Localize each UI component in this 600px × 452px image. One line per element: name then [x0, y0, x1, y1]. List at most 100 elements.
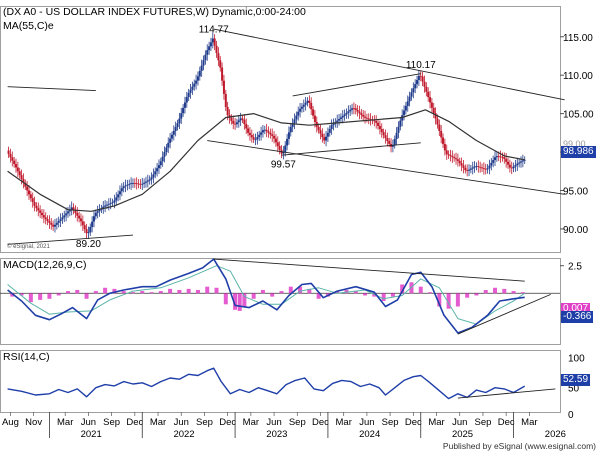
macd-trend-line: [213, 258, 525, 282]
price-candle-body: [113, 200, 116, 203]
macd-histogram-bar: [511, 291, 516, 294]
price-candle-body: [154, 171, 157, 175]
price-candle-body: [395, 132, 398, 139]
macd-histogram-bar: [493, 287, 498, 294]
price-candle-body: [92, 216, 95, 222]
x-month-label: Sep: [382, 417, 399, 428]
price-candle-body: [191, 86, 194, 90]
price-candle-body: [89, 227, 92, 233]
macd-histogram-bar: [112, 288, 117, 294]
x-month-label: Jun: [266, 417, 281, 428]
panel-frame-1: [0, 258, 561, 345]
macd-histogram-bar: [93, 291, 98, 294]
price-candle-body: [300, 106, 303, 109]
price-candle-body: [358, 111, 361, 114]
price-candle-body: [391, 145, 394, 147]
price-candle-body: [302, 104, 305, 107]
price-candle-body: [247, 128, 250, 133]
price-candle-body: [462, 165, 465, 168]
x-month-label: Mar: [521, 417, 537, 428]
x-month-label: Mar: [336, 417, 352, 428]
x-month-label: Dec: [498, 417, 515, 428]
price-candle-body: [187, 92, 190, 98]
x-year-label: 2023: [266, 429, 287, 440]
macd-histogram-bar: [195, 289, 200, 294]
price-candle-body: [458, 160, 461, 164]
price-candle-body: [453, 157, 456, 159]
price-candle-body: [96, 211, 99, 213]
x-month-label: Jun: [174, 417, 189, 428]
price-candle-body: [417, 75, 420, 81]
price-candle-body: [117, 194, 120, 198]
price-candle-body: [222, 80, 225, 94]
price-candle-body: [115, 197, 118, 201]
price-candle-body: [265, 129, 268, 132]
price-candle-body: [388, 141, 391, 144]
macd-histogram-bar: [270, 293, 275, 297]
ma55-line: [7, 109, 525, 212]
macd-histogram-bar: [121, 291, 126, 294]
price-trend-line: [7, 86, 96, 92]
price-candle-body: [18, 171, 21, 176]
price-candle-body: [481, 167, 484, 169]
price-trend-line: [281, 142, 421, 156]
x-month-label: Dec: [405, 417, 422, 428]
macd-histogram-bar: [446, 293, 451, 309]
price-candle-body: [72, 207, 75, 211]
price-candle-body: [512, 166, 515, 169]
x-year-label: 2024: [359, 429, 380, 440]
price-candle-body: [319, 130, 322, 134]
price-trend-line: [7, 234, 133, 245]
macd-histogram-bar: [242, 293, 247, 307]
macd-histogram-bar: [65, 291, 70, 294]
price-candle-body: [250, 135, 253, 138]
price-candle-body: [211, 38, 214, 43]
price-candle-body: [91, 221, 94, 228]
price-candle-body: [156, 168, 159, 172]
price-candle-body: [308, 100, 311, 103]
price-candle-body: [416, 80, 419, 85]
price-candle-body: [263, 129, 266, 131]
price-candle-body: [521, 160, 524, 162]
price-candle-body: [44, 217, 47, 220]
price-candle-body: [198, 70, 201, 77]
x-month-label: Dec: [126, 417, 143, 428]
price-candle-body: [152, 174, 155, 178]
price-candle-body: [260, 132, 263, 135]
price-candle-body: [440, 130, 443, 138]
macd-histogram-bar: [158, 291, 163, 294]
price-candle-body: [46, 219, 49, 222]
price-candle-body: [24, 182, 27, 187]
price-candle-body: [425, 86, 428, 92]
x-month-label: Sep: [474, 417, 491, 428]
price-candle-body: [234, 123, 237, 125]
rsi-trend-line: [457, 388, 556, 399]
macd-histogram-bar: [279, 291, 284, 294]
rsi-ytick-label: 50: [568, 384, 580, 395]
price-candle-body: [35, 205, 38, 209]
macd-histogram-bar: [233, 293, 238, 310]
price-last-value-badge: 98.986: [561, 146, 596, 158]
price-candle-body: [520, 161, 523, 163]
price-candle-body: [514, 165, 517, 167]
price-candle-body: [94, 212, 97, 217]
price-candle-body: [399, 120, 402, 127]
macd-histogram-bar: [428, 292, 433, 294]
price-candle-body: [219, 60, 222, 68]
price-candle-body: [486, 168, 489, 170]
macd-title: MACD(12,26,9,C): [3, 259, 86, 271]
price-candle-body: [174, 127, 177, 131]
price-candle-body: [66, 211, 69, 214]
price-ytick-label: 95.00: [563, 187, 588, 198]
price-candle-body: [367, 118, 370, 120]
price-chart-title: (DX A0 - US DOLLAR INDEX FUTURES,W) Dyna…: [3, 6, 306, 18]
price-candle-body: [81, 221, 84, 226]
macd-histogram-bar: [237, 293, 242, 311]
x-month-label: Sep: [196, 417, 213, 428]
price-candle-body: [50, 222, 53, 225]
macd-histogram-bar: [251, 293, 256, 299]
price-candle-body: [170, 134, 173, 139]
price-candle-body: [321, 133, 324, 138]
price-candle-body: [221, 67, 224, 81]
